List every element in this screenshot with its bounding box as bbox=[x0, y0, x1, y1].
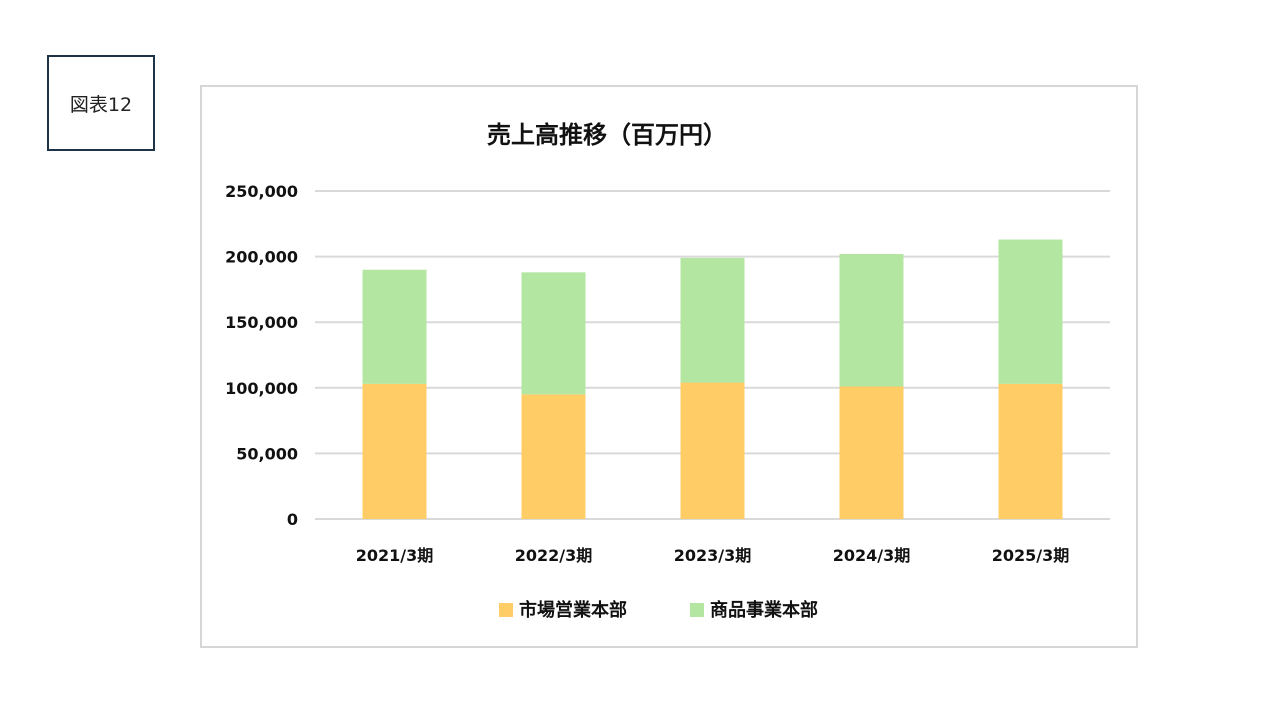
x-tick-label: 2022/3期 bbox=[515, 546, 593, 565]
legend-swatch bbox=[499, 603, 513, 617]
legend: 市場営業本部 商品事業本部 bbox=[499, 599, 818, 621]
legend-swatch bbox=[690, 603, 704, 617]
bar-product-4 bbox=[998, 239, 1063, 384]
y-tick-label: 100,000 bbox=[225, 379, 298, 398]
legend-label: 市場営業本部 bbox=[519, 599, 627, 621]
bars bbox=[362, 239, 1063, 519]
bar-product-0 bbox=[362, 269, 427, 384]
chart-title: 売上高推移（百万円） bbox=[487, 121, 727, 149]
x-tick-label: 2024/3期 bbox=[833, 546, 911, 565]
chart-frame: 売上高推移（百万円） 0 50,000 100,000 150,000 200,000 2… bbox=[200, 85, 1138, 648]
bar-market-2 bbox=[680, 382, 745, 519]
bar-product-1 bbox=[521, 272, 586, 395]
y-tick-label: 0 bbox=[287, 510, 298, 529]
y-tick-label: 50,000 bbox=[236, 444, 298, 463]
x-axis-ticks: 2021/3期 2022/3期 2023/3期 2024/3期 2025/3期 bbox=[356, 546, 1070, 565]
bar-market-3 bbox=[839, 386, 904, 519]
bar-product-2 bbox=[680, 257, 745, 383]
bar-market-4 bbox=[998, 383, 1063, 519]
x-tick-label: 2025/3期 bbox=[992, 546, 1070, 565]
bar-product-3 bbox=[839, 253, 904, 387]
sales-chart: 売上高推移（百万円） 0 50,000 100,000 150,000 200,000 2… bbox=[225, 121, 1110, 621]
figure-label: 図表12 bbox=[47, 55, 155, 151]
y-axis-ticks: 0 50,000 100,000 150,000 200,000 250,000 bbox=[225, 182, 298, 529]
bar-market-0 bbox=[362, 383, 427, 519]
x-tick-label: 2023/3期 bbox=[674, 546, 752, 565]
y-tick-label: 250,000 bbox=[225, 182, 298, 201]
y-tick-label: 200,000 bbox=[225, 248, 298, 267]
x-tick-label: 2021/3期 bbox=[356, 546, 434, 565]
legend-label: 商品事業本部 bbox=[710, 599, 818, 621]
y-tick-label: 150,000 bbox=[225, 313, 298, 332]
bar-market-1 bbox=[521, 394, 586, 519]
